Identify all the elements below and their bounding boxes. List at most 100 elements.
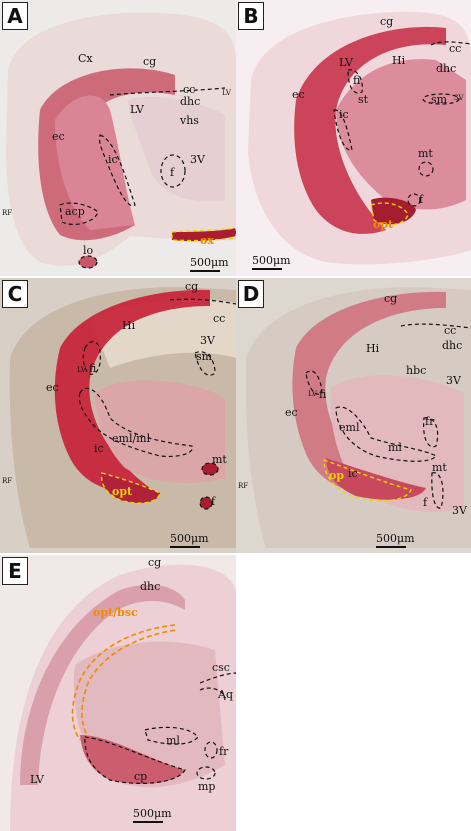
scale-label-c: 500μm xyxy=(170,532,209,545)
dash-ic-b xyxy=(333,109,353,151)
dash-f-b xyxy=(407,193,421,207)
label-eml-ml-c: eml/ml xyxy=(112,432,151,445)
label-3v2-d: 3V xyxy=(452,504,467,517)
label-fr-d: fr xyxy=(425,415,435,428)
label-hi-b: Hi xyxy=(392,54,406,67)
label-lv-e: LV xyxy=(30,773,44,786)
label-mt-c: mt xyxy=(212,453,227,466)
scale-label-e: 500μm xyxy=(133,807,172,820)
dash-mt-c xyxy=(201,462,219,476)
dash-fi-d xyxy=(305,370,323,395)
dash-mt-b xyxy=(418,161,434,177)
label-csc-e: csc xyxy=(212,661,230,674)
label-3v-d: 3V xyxy=(446,374,461,387)
panel-d-tissue xyxy=(245,287,471,548)
dash-ox xyxy=(171,227,236,242)
dash-ic xyxy=(98,134,136,207)
panel-d-letter: D xyxy=(238,280,264,308)
label-rf-c: RF xyxy=(2,477,13,485)
label-eml-d: eml xyxy=(339,421,360,434)
panel-a-tissue xyxy=(6,12,236,269)
label-opt-c: opt xyxy=(112,485,133,498)
label-lo: lo xyxy=(83,244,94,257)
label-rf-d: RF xyxy=(238,482,249,490)
label-fi-c: fi xyxy=(89,362,97,375)
label-ic-c: ic xyxy=(94,442,104,455)
dash-cc xyxy=(109,87,226,96)
panel-b: B cg cc dhc LV Hi fi st ec ic sm 3V mt f… xyxy=(236,0,471,276)
scale-line-b xyxy=(252,268,282,270)
dash-cc-b xyxy=(430,41,471,46)
label-cx: Cx xyxy=(78,52,93,65)
dash-csc-e xyxy=(199,672,236,684)
scale-line-a xyxy=(190,270,220,272)
dash-acp xyxy=(59,202,99,225)
label-cc-c: cc xyxy=(213,312,226,325)
label-cc: cc xyxy=(183,83,196,96)
label-opt-bsc-e: opt/bsc xyxy=(93,606,138,619)
dash-opt-b xyxy=(370,202,409,226)
dash-eml-c xyxy=(78,387,193,458)
label-hi-d: Hi xyxy=(366,342,380,355)
panel-c: C cg cc Hi 3V sm LV fi ec eml/ml ic mt R… xyxy=(0,278,236,553)
dash-fr-e xyxy=(204,741,218,759)
panel-d: D cg cc dhc Hi hbc 3V LV fi fr ec eml ml… xyxy=(236,278,471,553)
label-lv-b: LV xyxy=(339,56,353,69)
label-mt-d: mt xyxy=(432,461,447,474)
label-ox: ox xyxy=(200,234,214,247)
dash-aq-e xyxy=(199,687,226,701)
label-cg-b: cg xyxy=(380,15,394,28)
panel-b-letter: B xyxy=(238,2,264,30)
scale-bar-e: 500μm xyxy=(133,807,172,823)
label-sm-c: sm xyxy=(196,350,213,363)
dash-opt-bsc-e xyxy=(71,624,176,741)
label-st-b: st xyxy=(358,93,369,106)
dash-sm-b xyxy=(422,93,460,105)
dash-cp-e xyxy=(84,736,186,784)
scale-line-e xyxy=(133,821,163,823)
dash-fi-b xyxy=(347,69,363,94)
scale-bar-d: 500μm xyxy=(376,532,415,548)
scale-line-c xyxy=(170,546,200,548)
scale-line-d xyxy=(376,546,406,548)
label-dhc-b: dhc xyxy=(436,62,457,75)
dash-lv-c xyxy=(82,341,101,375)
panel-e-tissue xyxy=(10,564,236,831)
label-cc-d: cc xyxy=(444,324,457,337)
label-cg: cg xyxy=(143,55,157,68)
label-cg-c: cg xyxy=(185,280,199,293)
label-fi-b: fi xyxy=(353,74,361,87)
label-ec-d: ec xyxy=(285,406,298,419)
panel-c-letter: C xyxy=(2,280,28,308)
panel-a: A Cx cg cc LV LV dhc vhs ec ic 3V f acp … xyxy=(0,0,236,276)
label-ec: ec xyxy=(52,130,65,143)
scale-bar-b: 500μm xyxy=(252,254,291,270)
label-ml-d: ml xyxy=(388,441,402,454)
scale-bar-c: 500μm xyxy=(170,532,209,548)
dash-mt-d xyxy=(431,472,444,509)
dash-opt-c xyxy=(100,472,161,504)
label-aq-e: Aq xyxy=(218,688,233,701)
dash-sm-c xyxy=(194,351,216,376)
label-opt-b: opt xyxy=(373,218,394,231)
label-dhc: dhc xyxy=(180,95,201,108)
label-fr-e: fr xyxy=(219,745,229,758)
dash-f xyxy=(160,154,186,188)
panel-a-letter: A xyxy=(2,2,28,30)
label-f: f xyxy=(170,166,175,179)
label-lv-c: LV xyxy=(77,366,86,374)
label-fi-d: fi xyxy=(319,388,327,401)
dash-op-d xyxy=(323,459,412,502)
label-dhc-e: dhc xyxy=(140,580,161,593)
label-cg-d: cg xyxy=(384,292,398,305)
label-vhs: vhs xyxy=(180,114,199,127)
label-op-d: op xyxy=(329,469,345,482)
label-hbc-d: hbc xyxy=(406,364,427,377)
label-acp: acp xyxy=(65,205,85,218)
dash-mp-e xyxy=(196,766,216,780)
label-ic-d: ic xyxy=(348,467,358,480)
label-rf: RF xyxy=(2,209,13,217)
label-sm-b: sm xyxy=(431,93,448,106)
dash-fr-d xyxy=(423,417,439,448)
label-mt-b: mt xyxy=(418,147,433,160)
